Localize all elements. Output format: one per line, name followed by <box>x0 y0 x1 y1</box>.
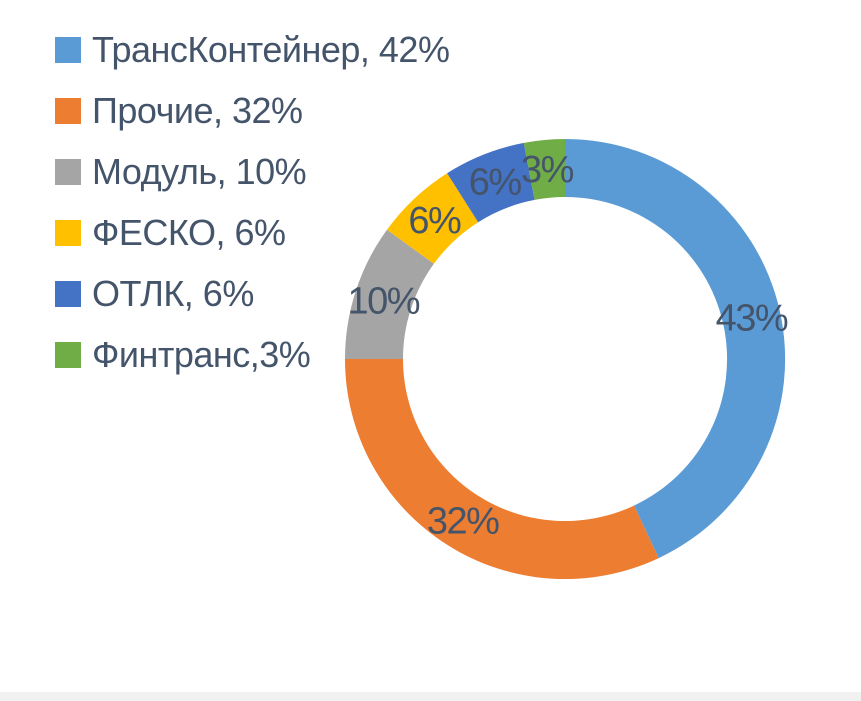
donut-slice-fintrans <box>523 139 565 200</box>
donut-slice-prochie <box>344 359 659 580</box>
donut-slice-otlk <box>447 142 535 223</box>
legend-swatch-transcontainer <box>55 36 81 63</box>
slice-label-fintrans: 3% <box>521 149 574 191</box>
legend-swatch-otlk <box>55 280 81 307</box>
legend-label-modul: Модуль, 10% <box>92 150 307 192</box>
legend-item-fintrans: Финтранс,3% <box>55 324 449 385</box>
slice-label-otlk: 6% <box>469 162 522 204</box>
slice-label-prochie: 32% <box>427 501 499 543</box>
legend-item-prochie: Прочие, 32% <box>55 80 449 141</box>
chart-legend: ТрансКонтейнер, 42% Прочие, 32% Модуль, … <box>55 19 450 385</box>
legend-label-fintrans: Финтранс,3% <box>92 333 311 375</box>
legend-swatch-fintrans <box>55 341 81 368</box>
slice-label-fesco: 6% <box>408 200 461 242</box>
legend-item-modul: Модуль, 10% <box>55 141 449 202</box>
donut-slice-fesco <box>387 173 479 264</box>
slice-label-modul: 10% <box>348 280 420 322</box>
legend-label-prochie: Прочие, 32% <box>92 89 303 131</box>
legend-swatch-fesco <box>55 219 81 246</box>
bottom-strip <box>0 692 861 701</box>
legend-label-otlk: ОТЛК, 6% <box>92 272 254 314</box>
legend-swatch-modul <box>55 158 81 185</box>
donut-slice-transcontainer <box>565 138 786 559</box>
legend-item-otlk: ОТЛК, 6% <box>55 263 449 324</box>
slice-label-transcontainer: 43% <box>716 298 788 340</box>
legend-item-transcontainer: ТрансКонтейнер, 42% <box>55 19 450 80</box>
legend-item-fesco: ФЕСКО, 6% <box>55 202 449 263</box>
donut-slice-modul <box>345 229 434 359</box>
legend-label-transcontainer: ТрансКонтейнер, 42% <box>92 28 450 70</box>
legend-swatch-prochie <box>55 97 81 124</box>
legend-label-fesco: ФЕСКО, 6% <box>92 211 286 253</box>
